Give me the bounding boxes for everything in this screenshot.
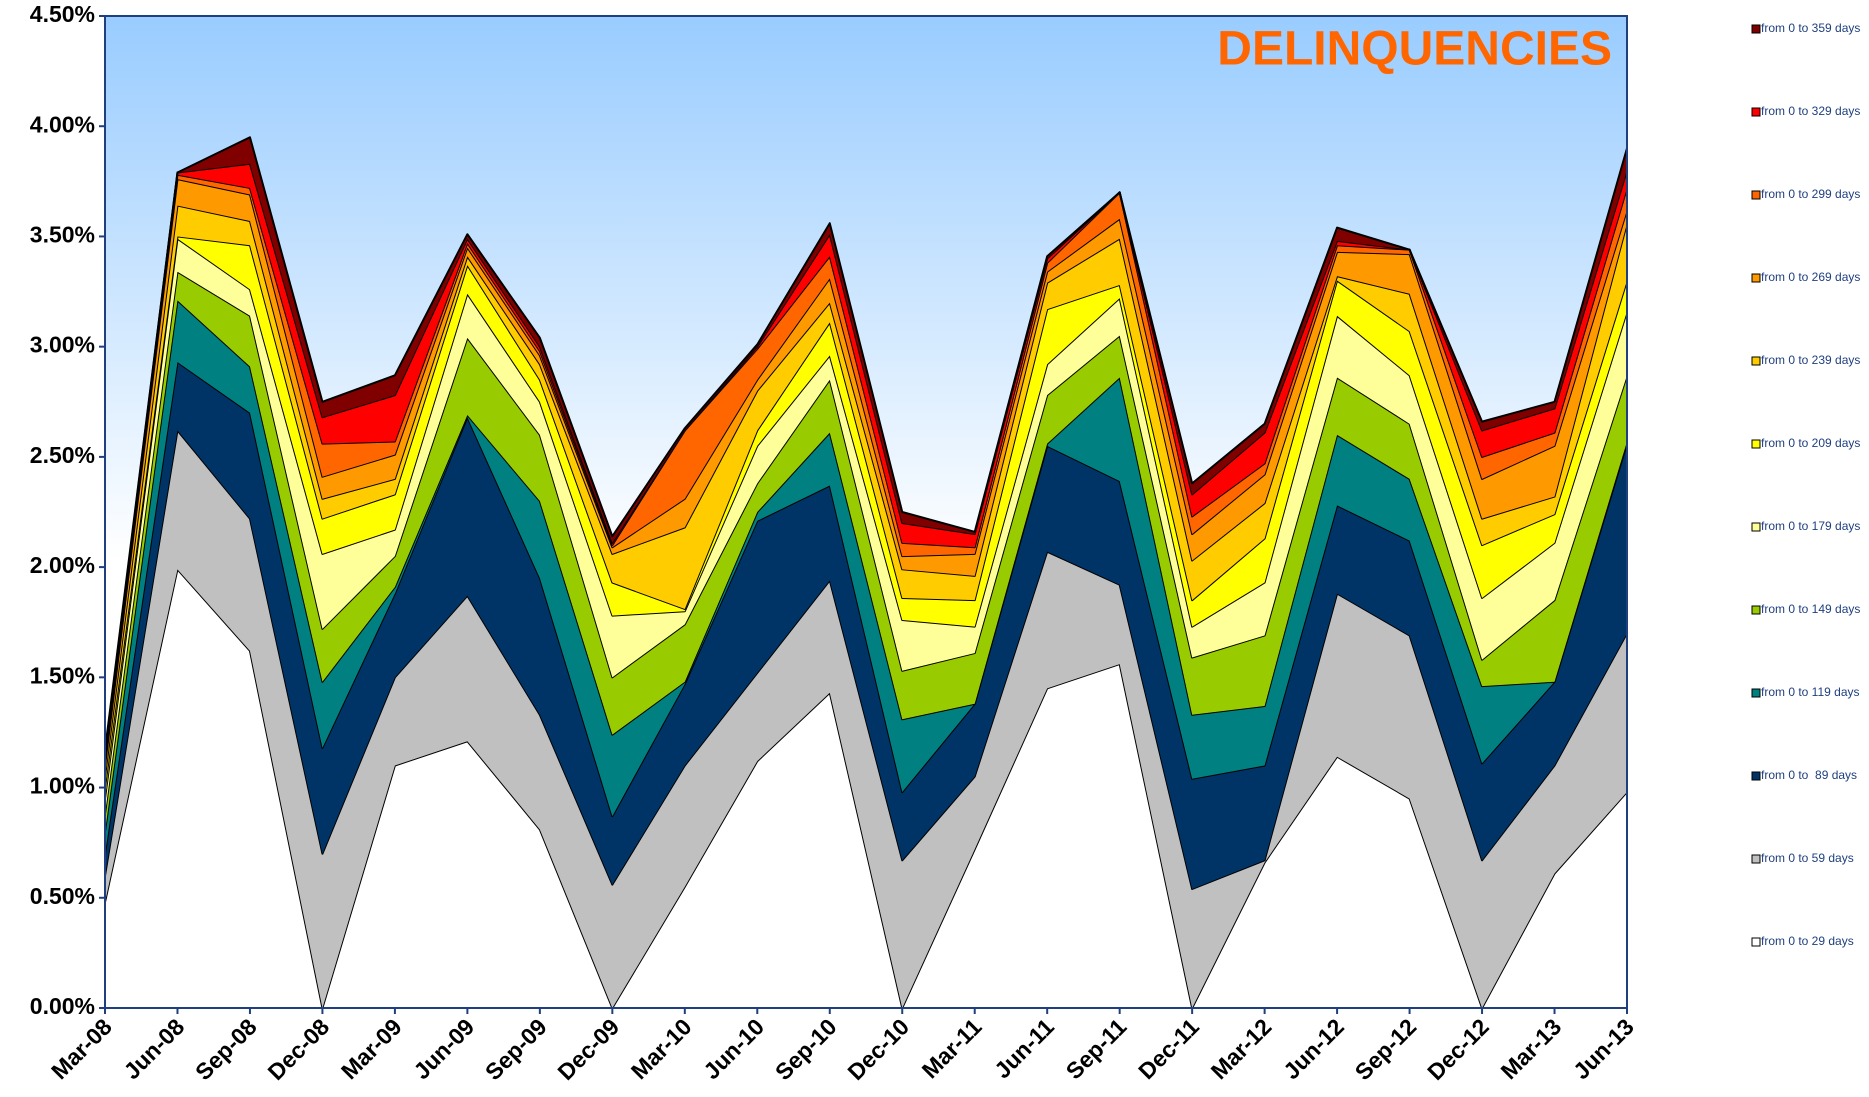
x-tick-label: Mar-12 [1206, 1013, 1277, 1084]
x-tick-label: Dec-08 [263, 1013, 335, 1085]
legend-label: from 0 to 119 days [1761, 685, 1860, 699]
x-tick-label: Sep-10 [770, 1013, 842, 1085]
x-tick-label: Mar-11 [917, 1013, 987, 1083]
x-tick-label: Sep-12 [1350, 1013, 1422, 1085]
legend-label: from 0 to 209 days [1761, 436, 1860, 450]
legend-label: from 0 to 299 days [1761, 187, 1860, 201]
x-tick-label: Dec-12 [1422, 1013, 1494, 1085]
legend-label: from 0 to 359 days [1761, 21, 1860, 35]
legend-label: from 0 to 239 days [1761, 353, 1860, 367]
legend-swatch [1751, 107, 1761, 117]
y-tick-label: 3.00% [30, 332, 95, 358]
legend-swatch [1751, 605, 1761, 615]
x-tick-label: Sep-11 [1061, 1013, 1132, 1084]
y-tick-label: 4.00% [30, 111, 95, 137]
legend-swatch [1751, 24, 1761, 34]
area [105, 362, 1627, 889]
x-tick-label: Sep-08 [190, 1013, 262, 1085]
legend-swatch [1751, 522, 1761, 532]
plot-frame [104, 15, 1628, 1009]
area [105, 205, 1627, 788]
areas [104, 136, 1628, 1009]
area [105, 430, 1627, 1008]
x-tick-label: Sep-09 [480, 1013, 552, 1085]
legend-label: from 0 to 149 days [1761, 602, 1860, 616]
y-tick-label: 4.50% [30, 1, 95, 27]
x-tick-label: Jun-12 [1278, 1013, 1349, 1084]
x-tick-label: Jun-09 [408, 1013, 479, 1084]
legend-swatch [1751, 937, 1761, 947]
legend-swatch [1751, 356, 1761, 366]
y-tick-label: 2.50% [30, 442, 95, 468]
legend-swatch [1751, 190, 1761, 200]
x-tick-label: Dec-10 [842, 1013, 914, 1085]
x-tick-label: Jun-08 [118, 1013, 189, 1084]
x-tick-label: Dec-09 [552, 1013, 624, 1085]
legend-swatch [1751, 439, 1761, 449]
legend-swatch [1751, 854, 1761, 864]
area-edge [104, 136, 1628, 751]
legend-label: from 0 to 269 days [1761, 270, 1860, 284]
x-tick-label: Jun-11 [989, 1013, 1059, 1083]
area [105, 271, 1627, 832]
legend-label: from 0 to 89 days [1761, 768, 1857, 782]
x-tick-label: Mar-09 [336, 1013, 407, 1084]
legend-label: from 0 to 29 days [1761, 934, 1854, 948]
legend-swatch [1751, 273, 1761, 283]
x-tick-label: Mar-10 [626, 1013, 697, 1084]
chart-title: DELINQUENCIES [1217, 23, 1612, 76]
x-tick-label: Mar-08 [46, 1013, 117, 1084]
y-tick-label: 2.00% [30, 552, 95, 578]
y-tick-label: 1.00% [30, 773, 95, 799]
legend-label: from 0 to 59 days [1761, 851, 1854, 865]
y-tick-label: 3.50% [30, 222, 95, 248]
x-tick-label: Jun-10 [698, 1013, 769, 1084]
legend-label: from 0 to 179 days [1761, 519, 1860, 533]
x-tick-label: Mar-13 [1496, 1013, 1567, 1084]
y-tick-label: 0.00% [30, 993, 95, 1019]
x-tick-label: Jun-13 [1568, 1013, 1639, 1084]
x-tick-label: Dec-11 [1133, 1013, 1204, 1084]
y-tick-label: 0.50% [30, 883, 95, 909]
legend-swatch [1751, 688, 1761, 698]
area [105, 179, 1627, 777]
area [105, 569, 1627, 1008]
area [105, 236, 1627, 799]
y-tick-label: 1.50% [30, 662, 95, 688]
legend-label: from 0 to 329 days [1761, 104, 1860, 118]
legend-swatch [1751, 771, 1761, 781]
